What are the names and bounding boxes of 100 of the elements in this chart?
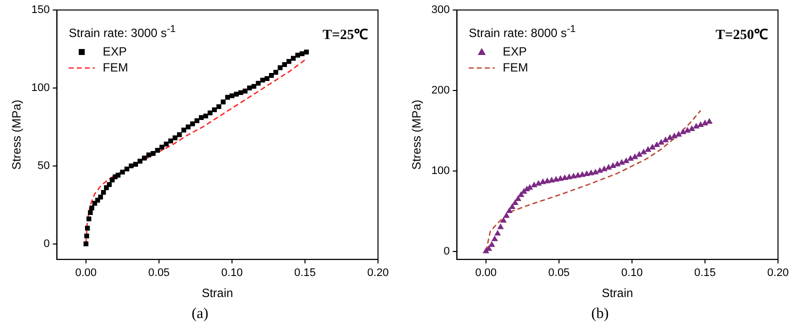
point: [286, 59, 292, 64]
point: [515, 196, 521, 201]
x-tick-label: 0.05: [548, 267, 570, 280]
y-tick-label: 0: [444, 245, 450, 258]
point: [181, 128, 186, 132]
y-tick-label: 150: [31, 4, 50, 16]
x-tick-label: 0.15: [694, 267, 716, 280]
point: [536, 180, 542, 186]
point: [680, 129, 686, 134]
point: [230, 93, 234, 98]
legend-label: FEM: [102, 60, 128, 74]
legend-label: FEM: [502, 60, 528, 74]
point: [509, 204, 516, 210]
point: [588, 170, 594, 176]
point: [110, 177, 115, 182]
point: [128, 163, 134, 168]
point: [702, 120, 708, 126]
point: [260, 78, 266, 83]
x-tick-label: 0.20: [767, 267, 789, 280]
point: [168, 138, 174, 144]
y-tick-label: 50: [38, 160, 50, 172]
point: [256, 80, 261, 86]
point: [247, 86, 252, 90]
point: [104, 185, 109, 190]
point: [150, 150, 156, 156]
point: [155, 148, 160, 153]
point: [548, 177, 554, 182]
point: [300, 51, 304, 56]
point: [304, 50, 309, 55]
point: [584, 170, 590, 176]
point: [614, 161, 620, 166]
annotation: Strain rate: 3000 s$^{-1}$: [68, 24, 176, 40]
point: [553, 176, 559, 182]
text: (b): [590, 306, 610, 323]
point: [531, 182, 537, 188]
x-tick-label: 0.00: [475, 267, 497, 280]
point: [618, 160, 625, 165]
point: [544, 178, 550, 184]
point: [89, 206, 94, 210]
point: [601, 166, 608, 172]
y-tick-label: 100: [31, 82, 50, 94]
point: [116, 172, 120, 178]
point: [133, 162, 138, 167]
point: [106, 182, 112, 187]
point: [667, 134, 673, 140]
point: [278, 65, 283, 70]
point: [98, 194, 103, 200]
point: [566, 174, 572, 180]
point: [662, 137, 668, 142]
point: [220, 100, 226, 104]
annotation: T=250℃: [716, 27, 768, 44]
point: [164, 142, 169, 146]
point: [650, 144, 656, 150]
point: [658, 140, 664, 145]
point: [562, 174, 568, 180]
y-tick-label: 0: [44, 238, 50, 250]
point: [234, 92, 239, 97]
point: [198, 115, 204, 120]
x-tick-label: 0.20: [367, 267, 389, 280]
point: [492, 236, 498, 242]
point: [172, 135, 178, 140]
y-tick-label: 200: [431, 84, 450, 96]
point: [238, 90, 244, 96]
point: [504, 212, 510, 218]
x-tick-label: 0.00: [75, 267, 97, 280]
point: [672, 133, 678, 138]
point: [216, 104, 222, 110]
point: [120, 170, 125, 175]
point: [628, 156, 634, 161]
point: [640, 149, 646, 154]
point: [84, 234, 90, 238]
point: [268, 73, 274, 78]
point: [194, 118, 200, 124]
y-axis-title: Stress (MPa): [10, 100, 24, 170]
point: [500, 218, 506, 223]
point: [146, 152, 152, 158]
point: [506, 208, 512, 214]
x-axis-title: Strain: [202, 286, 234, 300]
point: [518, 192, 524, 197]
x-tick-label: 0.10: [221, 267, 243, 280]
point: [486, 246, 492, 251]
point: [190, 121, 195, 126]
point: [251, 84, 256, 89]
point: [142, 156, 147, 160]
point: [124, 166, 130, 172]
point: [264, 76, 270, 82]
point: [88, 210, 93, 216]
point: [203, 114, 208, 118]
point: [645, 146, 651, 152]
point: [597, 168, 603, 173]
point: [176, 132, 182, 138]
annotation: T=25℃: [322, 27, 368, 44]
point: [623, 158, 629, 164]
x-tick-label: 0.10: [621, 267, 643, 280]
point: [610, 162, 616, 168]
point: [706, 118, 712, 124]
point: [242, 88, 248, 94]
point: [636, 152, 642, 157]
point: [85, 226, 90, 231]
point: [273, 70, 278, 75]
